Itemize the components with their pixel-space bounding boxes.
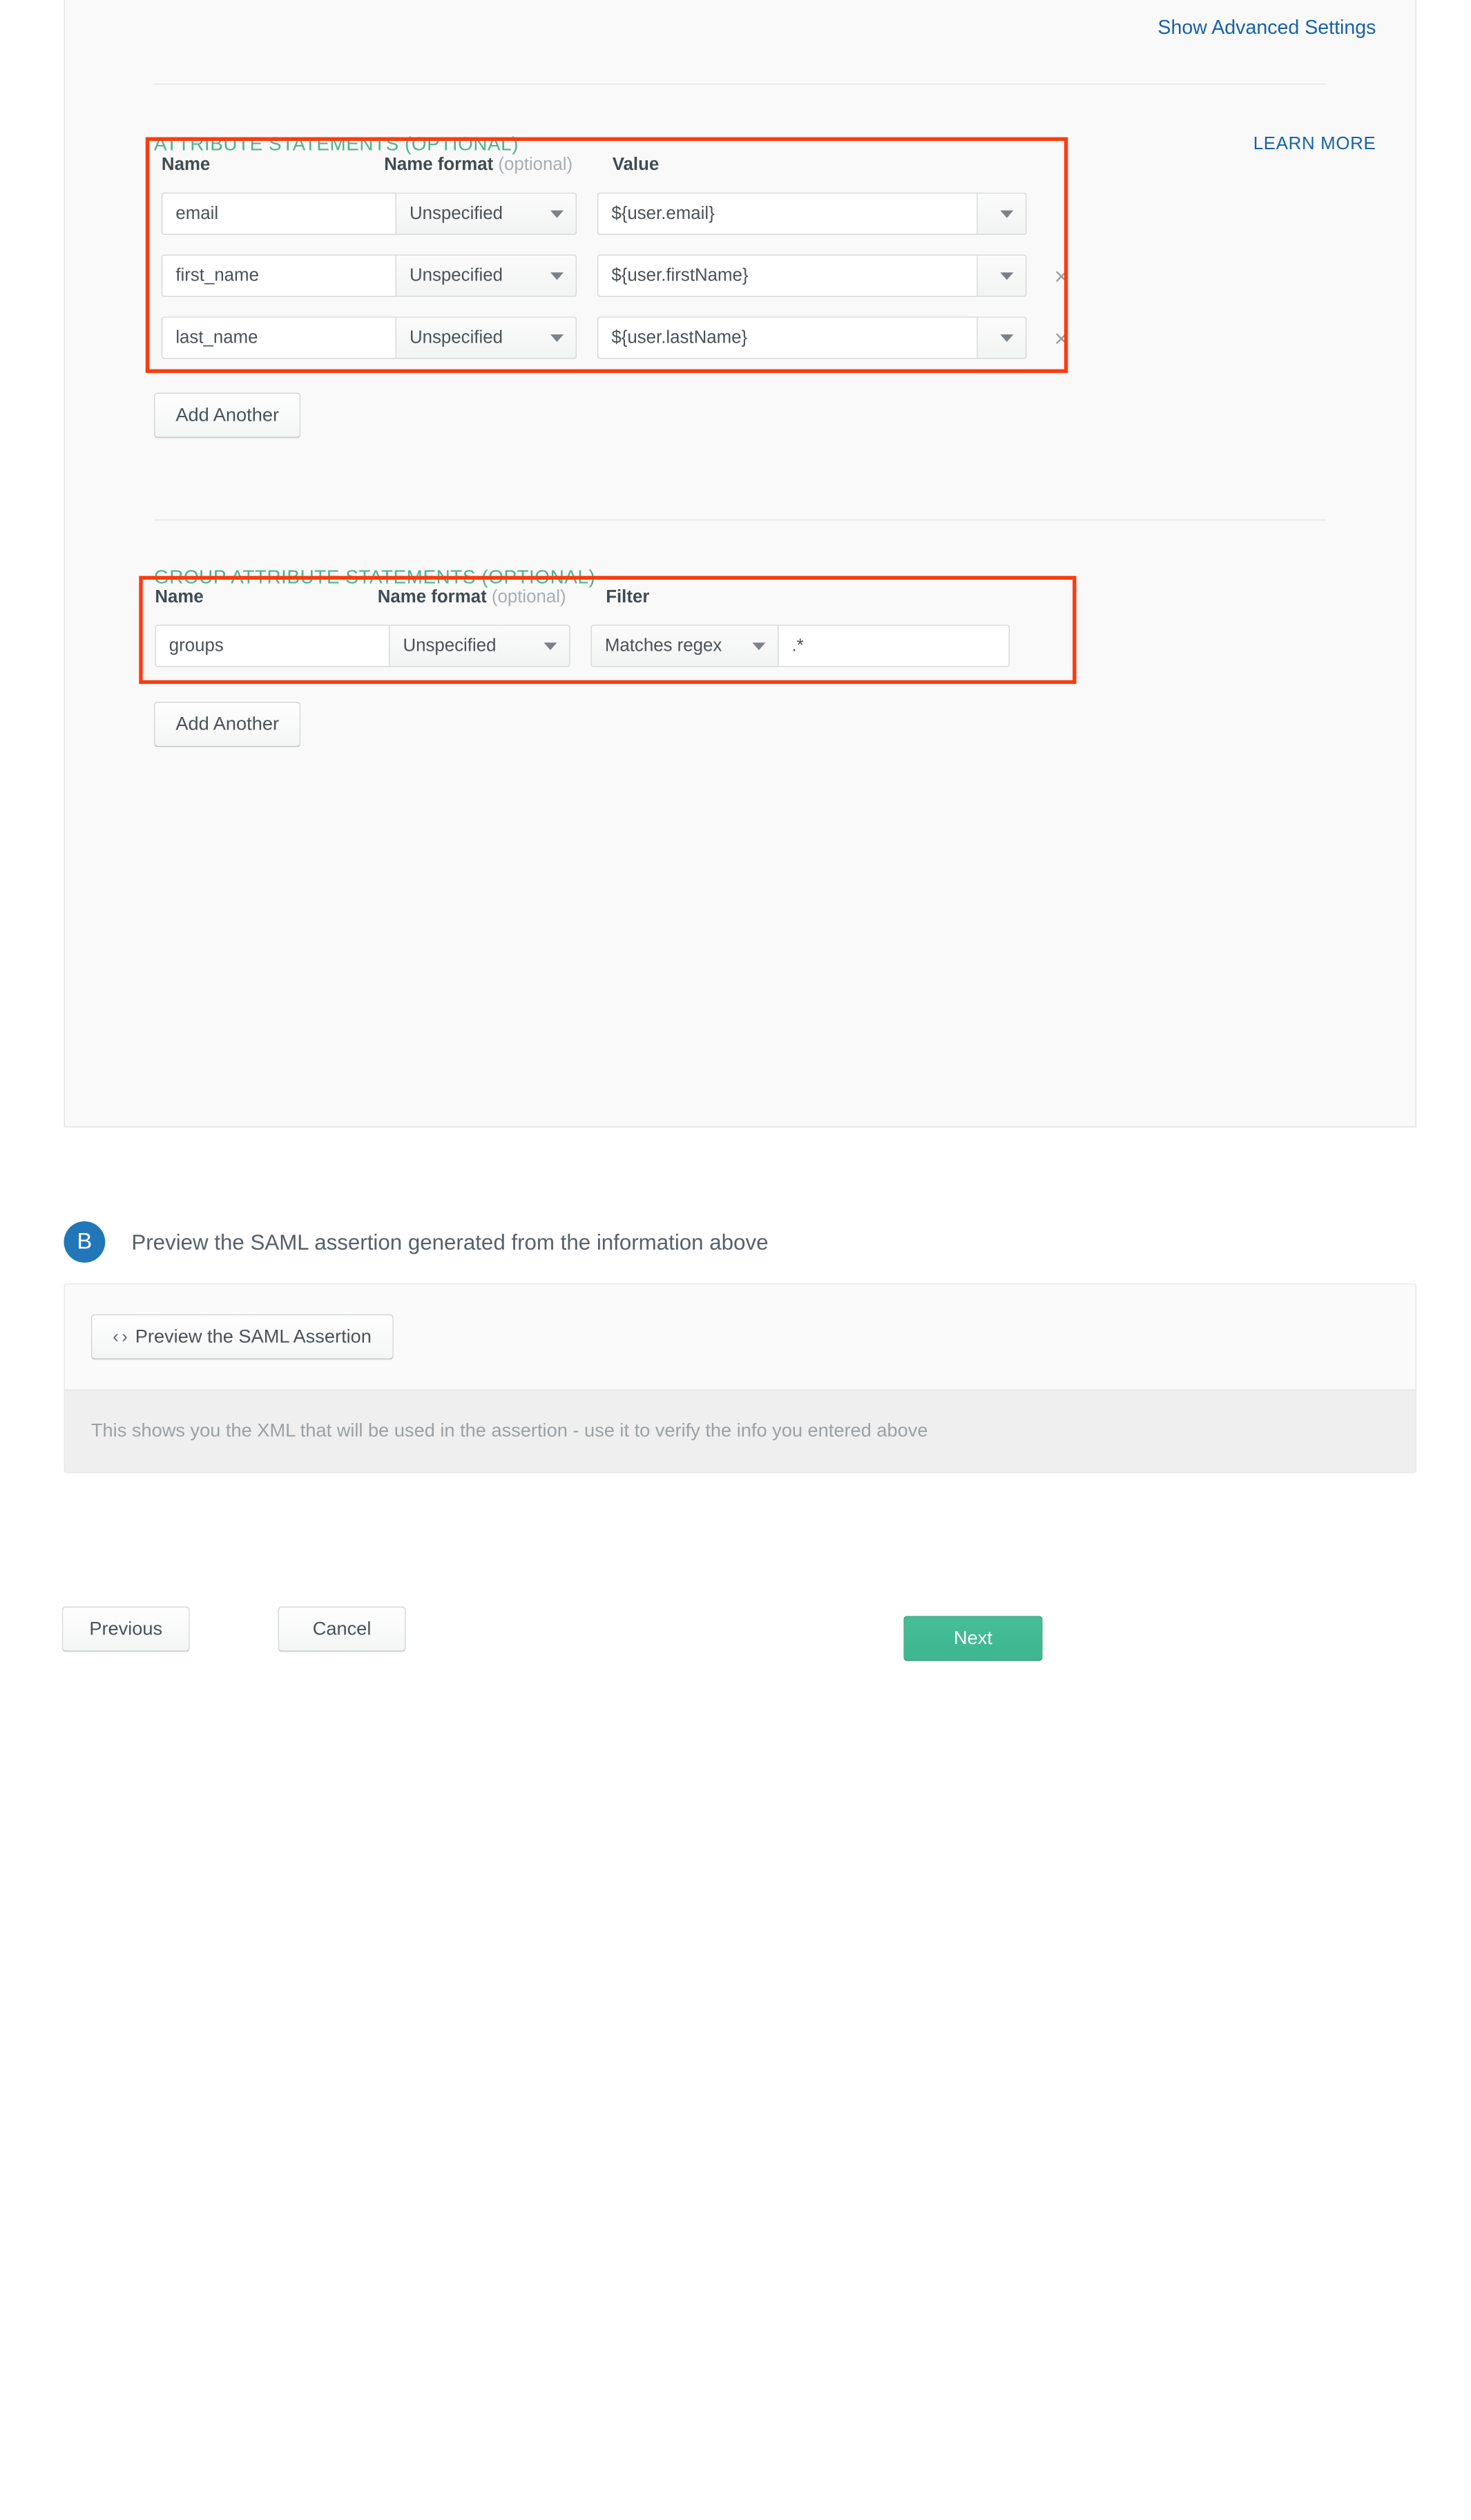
chevron-down-icon	[1000, 271, 1014, 280]
show-advanced-settings-row: Show Advanced Settings	[1157, 17, 1376, 39]
group-column-header-name-format-optional: (optional)	[486, 587, 566, 607]
column-header-name-format: Name format (optional)	[384, 155, 573, 175]
saml-preview-top: ‹ › Preview the SAML Assertion	[64, 1284, 1416, 1390]
add-another-group-button[interactable]: Add Another	[154, 701, 301, 747]
column-header-name-format-optional: (optional)	[493, 155, 573, 175]
section-b-badge: B	[64, 1221, 106, 1263]
group-column-header-name-format: Name format (optional)	[378, 587, 566, 608]
remove-attribute-icon[interactable]: ×	[1054, 262, 1069, 291]
group-column-header-name: Name	[155, 587, 204, 607]
group-column-header-filter: Filter	[606, 587, 650, 607]
show-advanced-settings-link[interactable]: Show Advanced Settings	[1157, 17, 1376, 39]
column-header-value: Value	[612, 155, 660, 175]
attribute-name-format-value: Unspecified	[409, 327, 503, 348]
saml-preview-panel: ‹ › Preview the SAML Assertion This shows…	[64, 1283, 1416, 1473]
group-filter-type-value: Matches regex	[604, 636, 722, 656]
add-another-attribute-button[interactable]: Add Another	[154, 392, 301, 438]
saml-settings-panel: Show Advanced Settings ATTRIBUTE STATEME…	[64, 0, 1416, 1128]
attribute-value-dropdown-button[interactable]	[977, 192, 1027, 235]
column-header-name: Name	[161, 155, 211, 175]
learn-more-link[interactable]: LEARN MORE	[1253, 134, 1376, 155]
group-name-format-value: Unspecified	[403, 636, 497, 656]
attribute-value-input[interactable]	[597, 254, 978, 297]
panel-inner: Show Advanced Settings ATTRIBUTE STATEME…	[65, 0, 1416, 1127]
attribute-name-input[interactable]	[161, 316, 396, 359]
preview-saml-assertion-label: Preview the SAML Assertion	[135, 1326, 372, 1348]
group-name-format-select[interactable]: Unspecified	[390, 624, 570, 667]
attribute-value-dropdown-button[interactable]	[977, 316, 1027, 359]
group-attribute-row: Unspecified Matches regex	[148, 624, 1050, 687]
group-attribute-statements-heading: GROUP ATTRIBUTE STATEMENTS (OPTIONAL)	[154, 566, 596, 589]
code-brackets-icon: ‹ ›	[113, 1327, 128, 1348]
section-b-title: Preview the SAML assertion generated fro…	[131, 1229, 769, 1254]
chevron-down-icon	[550, 209, 564, 218]
attribute-name-format-select[interactable]: Unspecified	[396, 254, 577, 297]
group-table-header: Name Name format (optional) Filter	[148, 587, 1050, 624]
attribute-row: Unspecified ×	[154, 316, 1068, 379]
section-b-header: B Preview the SAML assertion generated f…	[64, 1221, 769, 1263]
preview-saml-assertion-button[interactable]: ‹ › Preview the SAML Assertion	[90, 1314, 394, 1359]
attribute-name-input[interactable]	[161, 192, 396, 235]
attribute-value-input[interactable]	[597, 192, 978, 235]
attribute-value-input[interactable]	[597, 316, 978, 359]
attribute-name-format-select[interactable]: Unspecified	[396, 316, 577, 359]
next-button[interactable]: Next	[903, 1616, 1043, 1661]
remove-attribute-icon[interactable]: ×	[1054, 324, 1069, 352]
saml-preview-hint: This shows you the XML that will be used…	[64, 1389, 1416, 1473]
group-filter-value-input[interactable]	[778, 624, 1010, 667]
attribute-table-header: Name Name format (optional) Value	[154, 155, 1056, 192]
chevron-down-icon	[550, 271, 564, 280]
previous-button[interactable]: Previous	[61, 1606, 190, 1652]
chevron-down-icon	[1000, 209, 1014, 218]
group-filter-type-select[interactable]: Matches regex	[590, 624, 779, 667]
chevron-down-icon	[550, 334, 564, 342]
chevron-down-icon	[544, 642, 557, 650]
group-name-input[interactable]	[155, 624, 390, 667]
attribute-row: Unspecified	[154, 192, 1056, 255]
attribute-value-dropdown-button[interactable]	[977, 254, 1027, 297]
attribute-row: Unspecified ×	[154, 254, 1068, 317]
column-header-name-format-text: Name format	[384, 155, 494, 175]
attribute-statements-heading: ATTRIBUTE STATEMENTS (OPTIONAL)	[154, 133, 519, 155]
chevron-down-icon	[1000, 334, 1014, 342]
chevron-down-icon	[752, 642, 766, 650]
attribute-name-format-value: Unspecified	[409, 265, 503, 286]
wizard-footer: Previous Cancel Next	[0, 1606, 1471, 1672]
cancel-button[interactable]: Cancel	[278, 1606, 406, 1652]
attribute-name-input[interactable]	[161, 254, 396, 297]
attribute-statements-table: Name Name format (optional) Value Unspec…	[154, 155, 1068, 379]
group-attribute-statements-table: Name Name format (optional) Filter Unspe…	[148, 587, 1050, 687]
group-column-header-name-format-text: Name format	[377, 587, 487, 607]
attribute-name-format-value: Unspecified	[409, 204, 503, 224]
divider-middle	[154, 519, 1327, 521]
attribute-name-format-select[interactable]: Unspecified	[396, 192, 577, 235]
